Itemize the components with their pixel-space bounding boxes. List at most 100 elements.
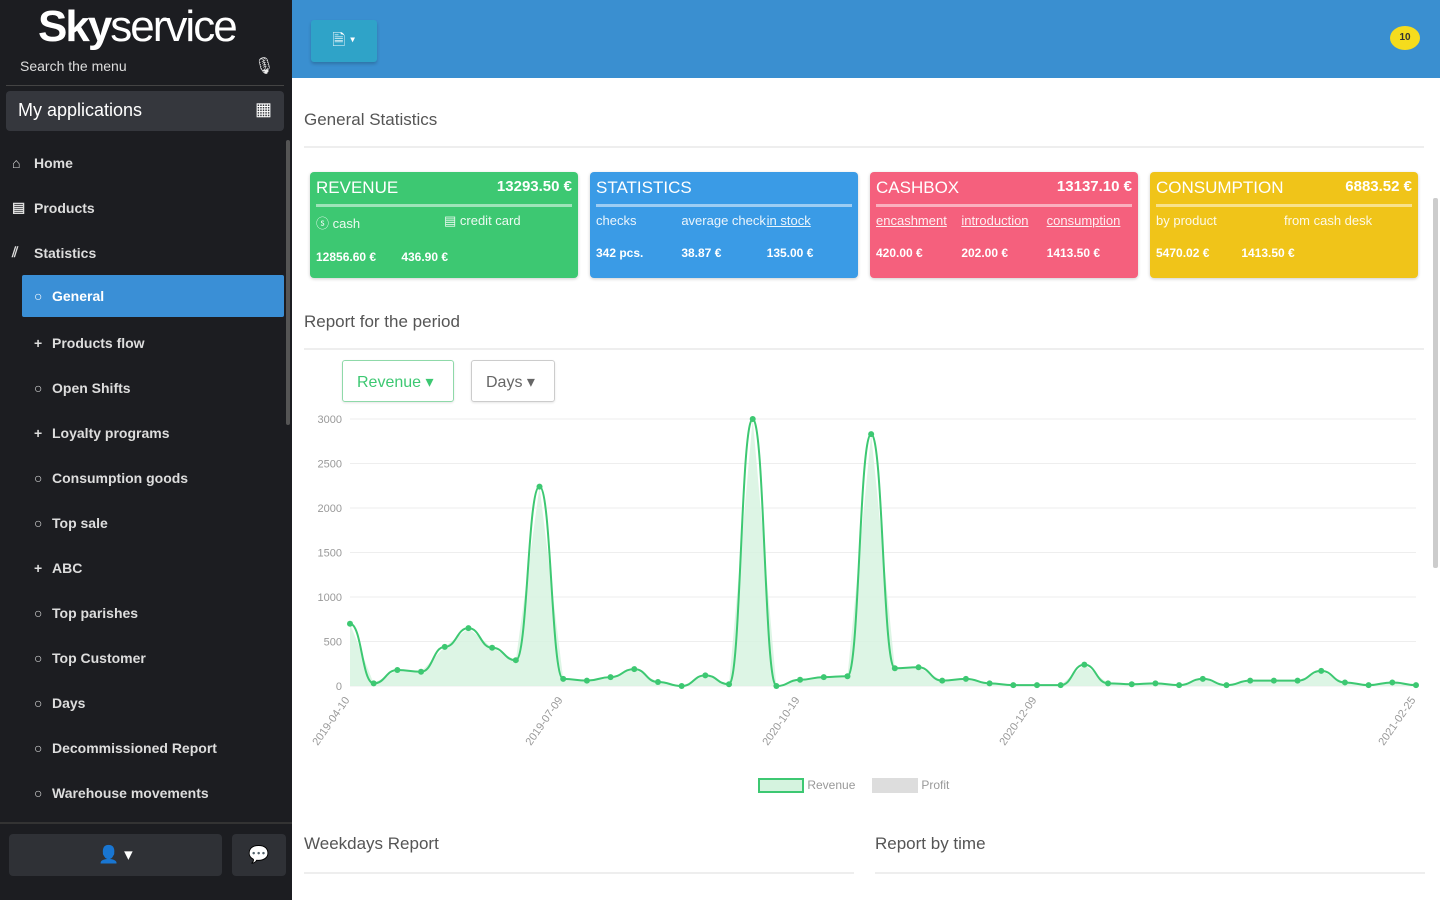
sidebar-footer: 👤 ▾ 💬 (0, 822, 292, 900)
general-statistics-title: General Statistics (304, 110, 438, 129)
sidebar-item-days[interactable]: ○ Days (0, 680, 284, 725)
document-dropdown-button[interactable]: 🗎 ▾ (311, 20, 377, 62)
sidebar-item-general[interactable]: ○ General (22, 275, 284, 317)
legend-swatch-profit (872, 778, 918, 794)
sidebar-item-label: Warehouse movements (52, 784, 209, 801)
sidebar-item-decommissioned-report[interactable]: ○ Decommissioned Report (0, 725, 284, 770)
chat-button[interactable]: 💬 (232, 834, 286, 876)
card-value: 342 pcs. (596, 246, 644, 260)
legend-revenue[interactable]: Revenue (758, 778, 856, 794)
card-label[interactable]: in stock (766, 213, 811, 228)
my-applications-label: My applications (18, 100, 143, 120)
my-applications-button[interactable]: My applications ▦ (6, 91, 284, 131)
data-point (678, 683, 685, 689)
legend-profit[interactable]: Profit (872, 778, 949, 794)
data-point (939, 677, 946, 684)
card-title: REVENUE (316, 178, 399, 197)
sidebar-item-label: Consumption goods (52, 469, 189, 486)
card-value: 5470.02 € (1156, 246, 1210, 260)
card-total: 13137.10 € (1056, 178, 1132, 195)
plus-icon: + (34, 334, 43, 351)
data-point (726, 681, 733, 688)
card-value: 12856.60 € (316, 250, 377, 264)
sidebar-scrollbar[interactable] (286, 140, 290, 425)
card-value: 1413.50 € (1046, 246, 1101, 260)
card-title: CONSUMPTION (1156, 178, 1284, 197)
circle-icon: ○ (34, 739, 43, 756)
sidebar-item-consumption-goods[interactable]: ○ Consumption goods (0, 455, 284, 500)
sidebar-item-top-parishes[interactable]: ○ Top parishes (0, 590, 284, 635)
sidebar-item-home[interactable]: ⌂ Home (0, 140, 284, 185)
sidebar-item-top-customer[interactable]: ○ Top Customer (0, 635, 284, 680)
data-point (536, 483, 543, 490)
data-point (1152, 680, 1159, 687)
data-point (654, 678, 661, 685)
circle-icon: ⫽ (12, 244, 19, 260)
data-point (394, 666, 401, 673)
divider (875, 872, 1425, 874)
circle-icon: ○ (34, 288, 43, 304)
sidebar-item-top-sale[interactable]: ○ Top sale (0, 500, 284, 545)
data-point (489, 644, 496, 651)
data-point (1365, 682, 1372, 689)
plus-icon: + (34, 559, 43, 576)
card-title: STATISTICS (596, 178, 692, 197)
card-value: 1413.50 € (1241, 246, 1295, 260)
card-label: ▤ credit card (444, 213, 521, 228)
sidebar-item-open-shifts[interactable]: ○ Open Shifts (0, 365, 284, 410)
notifications-badge[interactable]: 10 (1390, 26, 1420, 50)
sidebar-item-label: Statistics (34, 244, 97, 261)
days-select[interactable]: Days ▾ (471, 360, 555, 402)
revenue-select[interactable]: Revenue ▾ (342, 360, 454, 402)
revenue-line (349, 417, 1417, 688)
sidebar-item-statistics[interactable]: ⫽ Statistics (0, 230, 284, 275)
top-bar: 🗎 ▾ 10 (292, 0, 1440, 78)
sidebar-item-products[interactable]: ▤ Products (0, 185, 284, 230)
sidebar-item-products-flow[interactable]: + Products flow (0, 320, 284, 365)
x-tick-label: 2019-04-10 (310, 695, 352, 748)
y-tick-label: 3000 (318, 414, 342, 426)
data-point (560, 675, 567, 682)
revenue-chart: 0 500 1000 1500 2000 2500 3000 2019-04-10 2019-0… (310, 414, 1419, 748)
data-point (1413, 682, 1419, 689)
legend-swatch-revenue (758, 778, 804, 794)
sidebar-item-label: Top sale (52, 514, 108, 531)
sidebar: Skyservice Search the menu 🎙 My applicat… (0, 0, 292, 900)
user-menu-button[interactable]: 👤 ▾ (9, 834, 222, 876)
data-point (844, 673, 851, 680)
card-value: 202.00 € (961, 246, 1009, 260)
sidebar-item-label: Products (34, 199, 95, 216)
sidebar-item-label: Open Shifts (52, 379, 131, 396)
data-point (631, 666, 638, 673)
card-consumption: CONSUMPTION 6883.52 € by product from cash … (1150, 172, 1418, 278)
divider (304, 146, 1424, 148)
divider (304, 872, 854, 874)
legend-label: Revenue (807, 778, 856, 792)
card-title: CASHBOX (876, 178, 960, 197)
circle-icon: ○ (34, 469, 43, 486)
sidebar-item-label: Days (52, 694, 86, 711)
card-cashbox: CASHBOX 13137.10 € encashment introduction c… (870, 172, 1138, 278)
sidebar-item-label: Loyalty programs (52, 424, 170, 441)
card-label[interactable]: introduction (961, 213, 1029, 228)
sidebar-item-loyalty-programs[interactable]: + Loyalty programs (0, 410, 284, 455)
circle-icon: ○ (34, 379, 43, 396)
card-label[interactable]: encashment (876, 213, 947, 228)
main-scrollbar[interactable] (1433, 198, 1438, 568)
divider (6, 85, 284, 86)
data-point (1105, 680, 1112, 687)
sidebar-item-abc[interactable]: + ABC (0, 545, 284, 590)
menu-search-input[interactable]: Search the menu (20, 58, 127, 74)
microphone-icon[interactable]: 🎙 (254, 58, 275, 75)
card-value: 135.00 € (766, 246, 814, 260)
sidebar-item-warehouse-movements[interactable]: ○ Warehouse movements (0, 770, 284, 815)
circle-icon: ▤ (12, 199, 26, 215)
y-tick-label: 2000 (318, 503, 342, 515)
card-label[interactable]: consumption (1046, 213, 1121, 228)
main-content: General Statistics REVENUE 13293.50 € ⓢ ca… (292, 78, 1440, 900)
data-point (1176, 682, 1183, 689)
data-point (773, 683, 780, 689)
data-point (702, 672, 709, 679)
card-value: 436.90 € (401, 250, 449, 264)
logo[interactable]: Skyservice (38, 2, 238, 51)
